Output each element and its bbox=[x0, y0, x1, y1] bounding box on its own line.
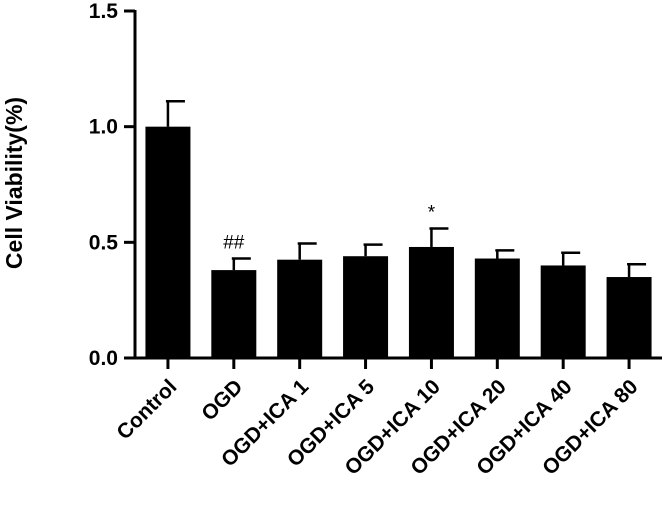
bar bbox=[540, 265, 586, 358]
y-tick-label: 1.5 bbox=[89, 0, 119, 23]
bars: ## * bbox=[145, 99, 652, 359]
y-axis: 0.0 0.5 1.0 1.5 bbox=[89, 0, 137, 370]
bar bbox=[145, 126, 191, 359]
bar bbox=[343, 256, 389, 358]
bar bbox=[408, 246, 454, 358]
bar bbox=[277, 259, 323, 358]
x-tick-label: Control bbox=[112, 375, 181, 444]
y-tick-label: 0.5 bbox=[89, 231, 119, 254]
y-tick-label: 0.0 bbox=[89, 347, 118, 370]
significance-marker: * bbox=[428, 202, 436, 223]
y-axis-label: Cell Viability(%) bbox=[1, 97, 27, 269]
significance-marker: ## bbox=[223, 233, 245, 254]
bar bbox=[211, 270, 257, 358]
bar bbox=[606, 277, 652, 358]
y-tick-label: 1.0 bbox=[89, 116, 118, 139]
bar bbox=[474, 258, 520, 358]
x-tick-label: OGD bbox=[197, 375, 247, 425]
